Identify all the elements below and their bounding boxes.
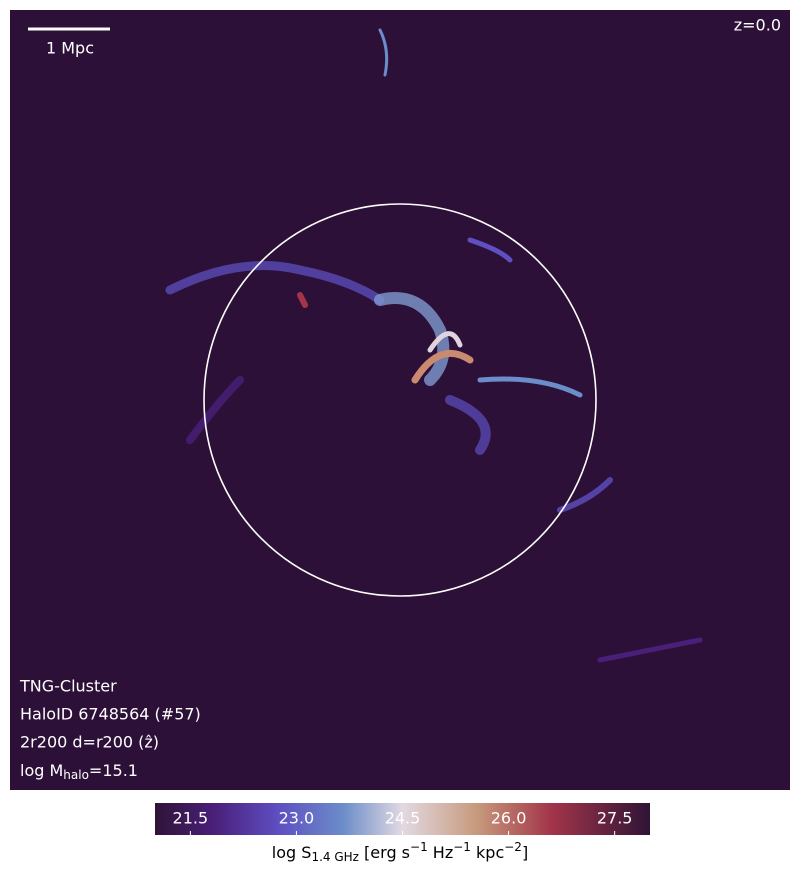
colorbar — [155, 803, 650, 835]
mass-label: log Mhalo=15.1 — [20, 761, 138, 782]
emission — [165, 28, 703, 663]
colorbar-tick-label: 26.0 — [491, 809, 527, 828]
info-text: HaloID 6748564 (#57) — [20, 705, 201, 724]
colorbar-tick-label: 23.0 — [279, 809, 315, 828]
colorbar-label: log S1.4 GHz [erg s−1 Hz−1 kpc−2] — [272, 840, 528, 864]
colorbar-tick-label: 27.5 — [597, 809, 633, 828]
info-text: 2r200 d=r200 (ẑ) — [20, 733, 159, 752]
colorbar-tick-label: 24.5 — [385, 809, 421, 828]
redshift-label: z=0.0 — [734, 16, 781, 35]
scale-bar-label: 1 Mpc — [46, 39, 94, 58]
colorbar-tick-label: 21.5 — [173, 809, 209, 828]
map-background — [10, 10, 790, 790]
info-text: TNG-Cluster — [19, 677, 117, 696]
r200-circle — [203, 203, 597, 597]
